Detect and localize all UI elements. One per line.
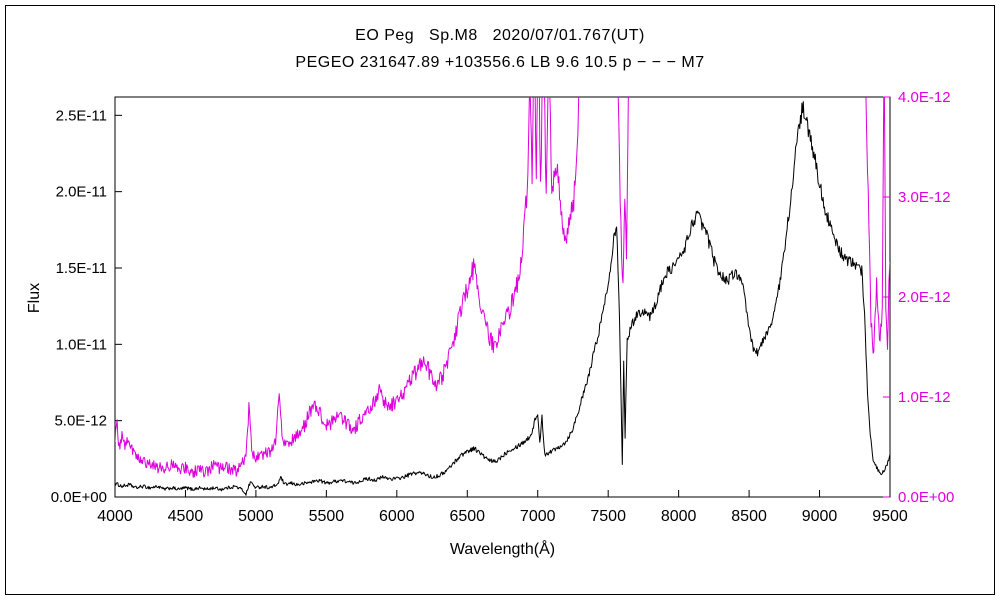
left-tick-label: 0.0E+00 <box>51 489 107 506</box>
chart-title-line1: EO Peg Sp.M8 2020/07/01.767(UT) <box>355 27 645 44</box>
x-tick-label: 9500 <box>872 508 908 525</box>
x-tick-label: 9000 <box>802 508 838 525</box>
left-tick-label: 2.5E-11 <box>56 107 107 124</box>
x-axis-title: Wavelength(Å) <box>449 541 556 558</box>
right-tick-label: 4.0E-12 <box>898 89 951 106</box>
x-tick-label: 4500 <box>168 508 204 525</box>
left-tick-label: 2.0E-11 <box>56 184 107 201</box>
series-path-0 <box>115 101 890 496</box>
chart-title-line2: PEGEO 231647.89 +103556.6 LB 9.6 10.5 p … <box>295 54 705 71</box>
left-tick-label: 1.0E-11 <box>56 336 107 353</box>
x-tick-label: 8500 <box>731 508 767 525</box>
x-tick-label: 4000 <box>97 508 133 525</box>
x-tick-label: 7500 <box>590 508 626 525</box>
plot-frame <box>114 96 891 498</box>
series-path-1 <box>115 97 890 478</box>
x-tick-label: 6000 <box>379 508 415 525</box>
x-tick-label: 5500 <box>309 508 345 525</box>
left-tick-label: 5.0E-12 <box>54 413 107 430</box>
right-tick-label: 2.0E-12 <box>898 289 951 306</box>
x-tick-label: 6500 <box>449 508 485 525</box>
x-tick-label: 5000 <box>238 508 274 525</box>
left-tick-label: 1.5E-11 <box>56 260 107 277</box>
right-tick-label: 0.0E+00 <box>898 489 954 506</box>
right-tick-label: 1.0E-12 <box>898 389 951 406</box>
x-tick-label: 7000 <box>520 508 556 525</box>
x-tick-label: 8000 <box>661 508 697 525</box>
right-tick-label: 3.0E-12 <box>898 189 951 206</box>
